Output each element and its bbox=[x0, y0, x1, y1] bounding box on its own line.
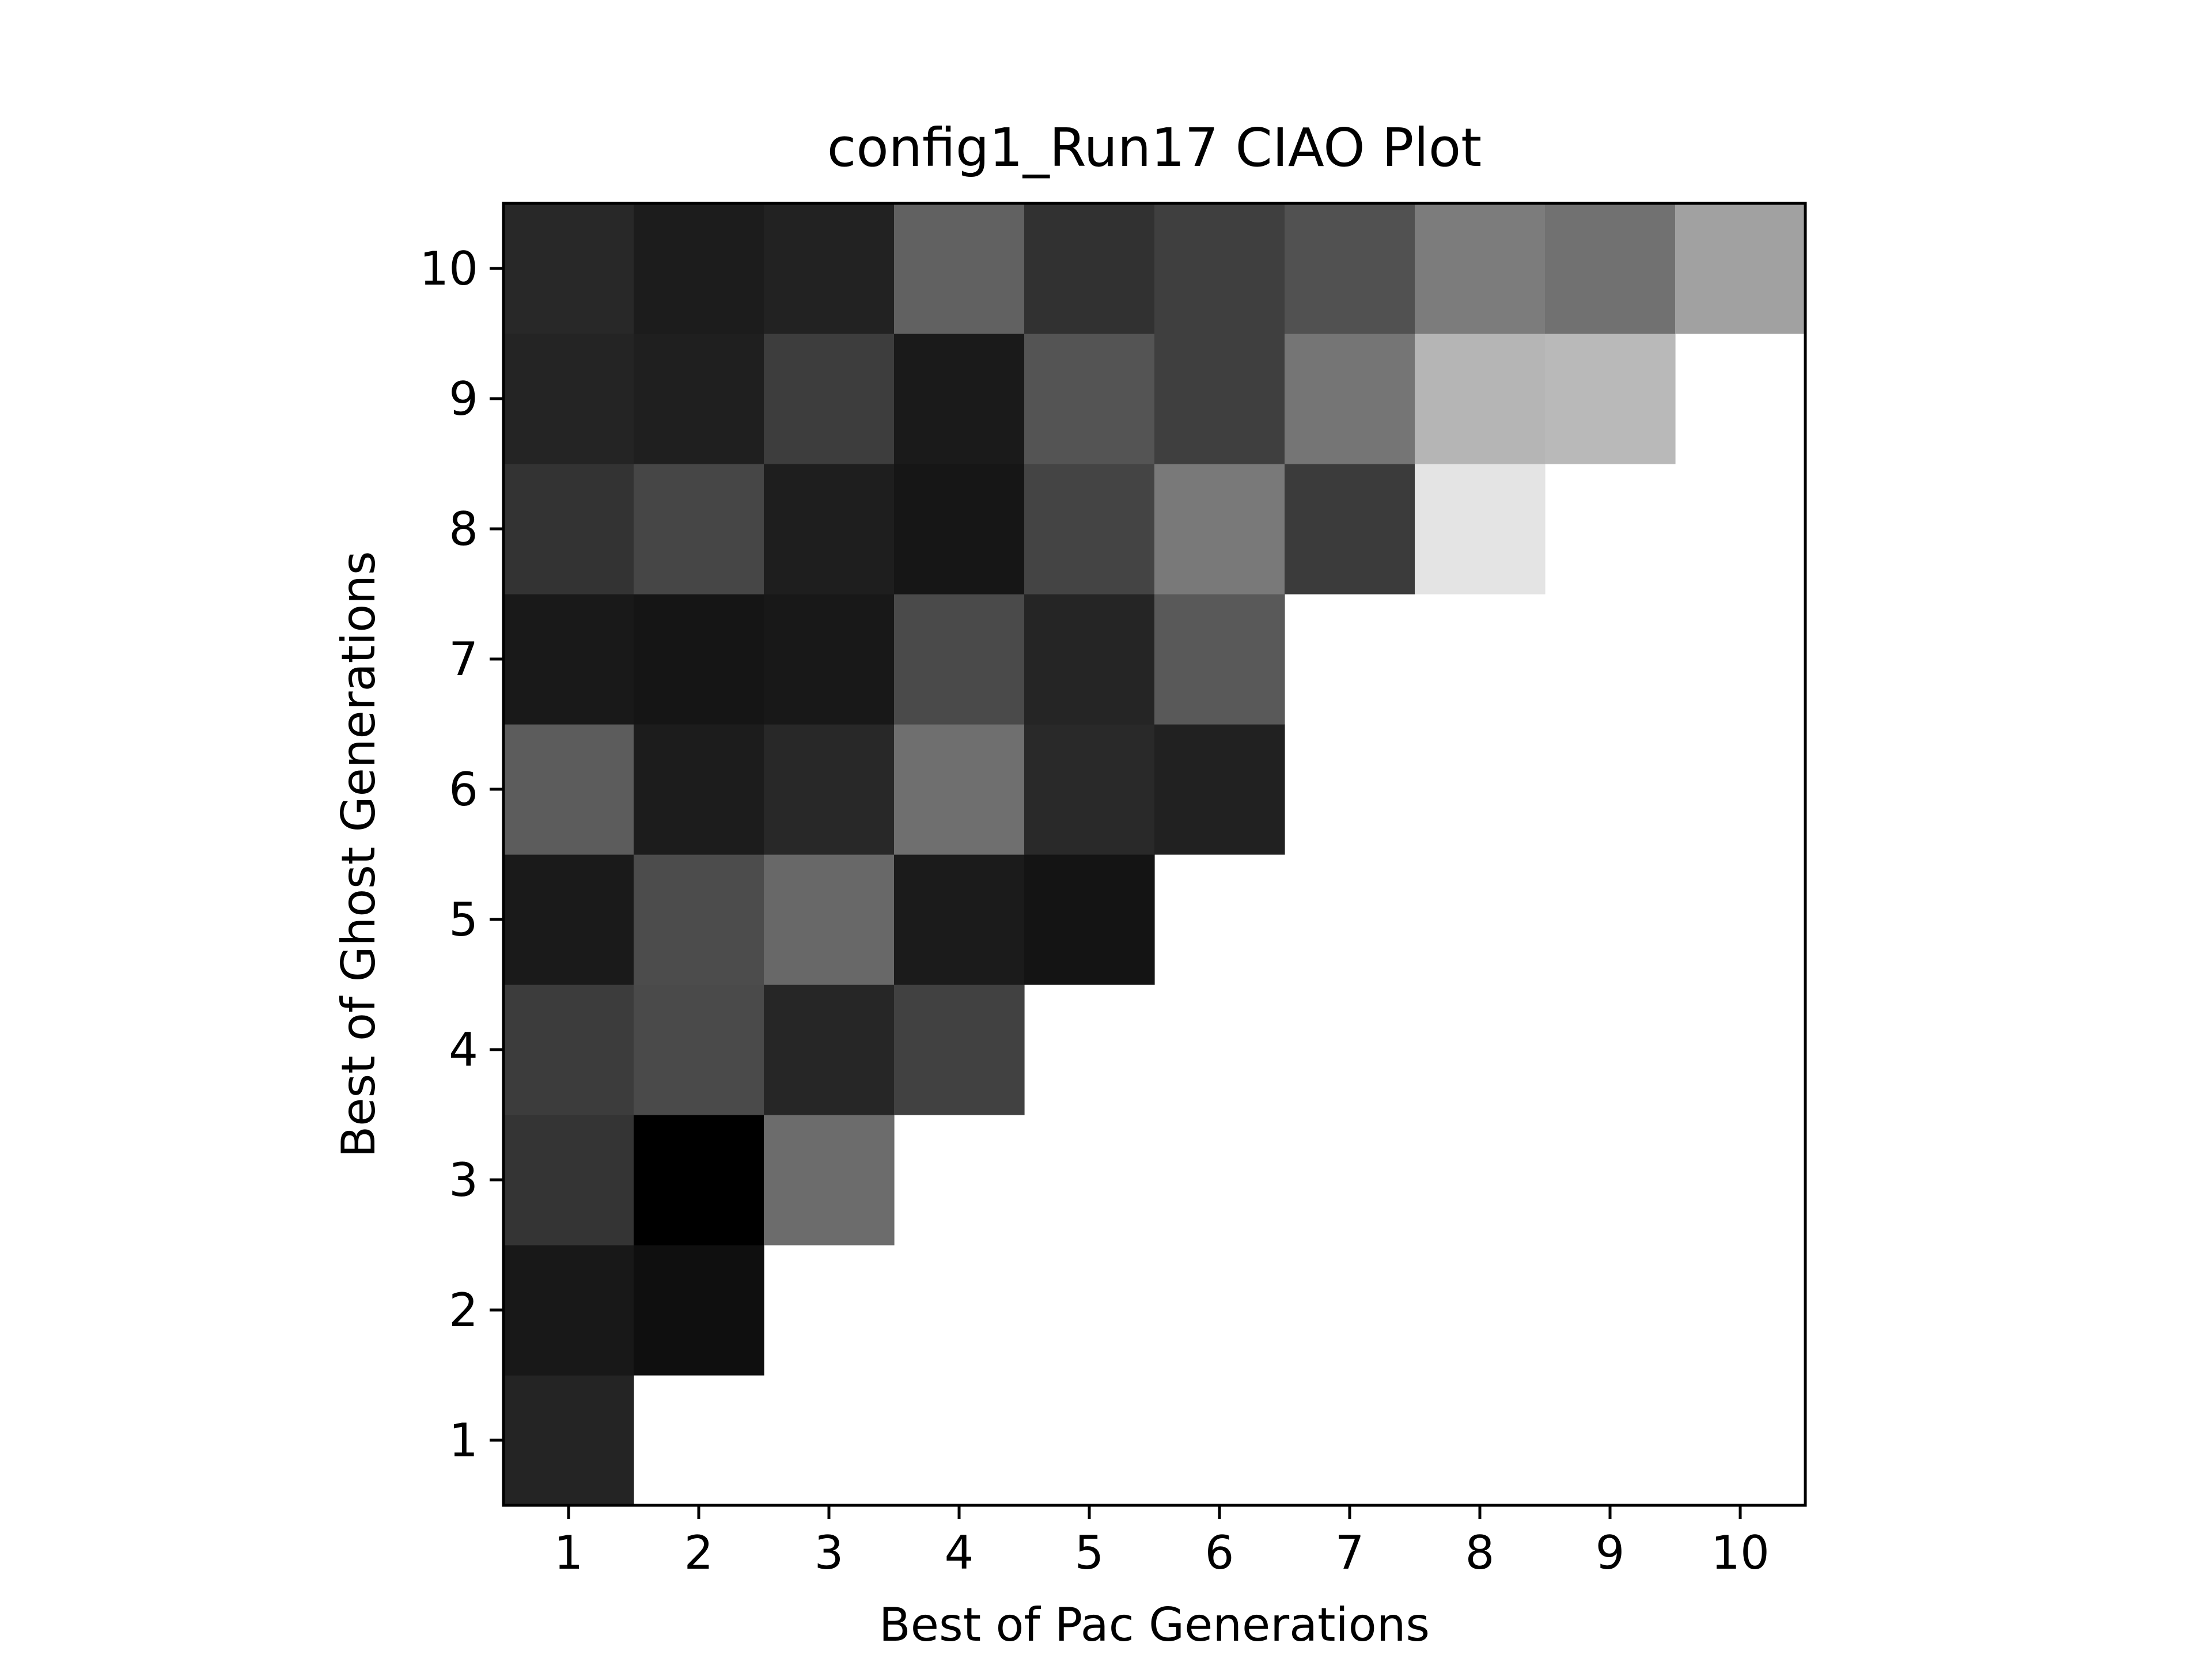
x-tick-label: 2 bbox=[684, 1526, 714, 1580]
heatmap-cell-x3-y7 bbox=[764, 594, 895, 725]
x-tick-label: 9 bbox=[1596, 1526, 1625, 1580]
heatmap-cell-x5-y10 bbox=[1024, 203, 1155, 334]
heatmap-cell-x6-y8 bbox=[1154, 464, 1285, 595]
heatmap-cell-x6-y10 bbox=[1154, 203, 1285, 334]
x-axis-label: Best of Pac Generations bbox=[879, 1598, 1430, 1652]
heatmap-cell-x1-y2 bbox=[503, 1245, 634, 1376]
heatmap-cell-x3-y5 bbox=[764, 854, 895, 985]
heatmap-cell-x4-y5 bbox=[894, 854, 1025, 985]
heatmap-cell-x2-y10 bbox=[634, 203, 764, 334]
x-tick-label: 7 bbox=[1335, 1526, 1365, 1580]
y-tick-label: 6 bbox=[449, 763, 478, 816]
y-axis-label: Best of Ghost Generations bbox=[332, 551, 385, 1157]
heatmap-cell-x1-y5 bbox=[503, 854, 634, 985]
heatmap-cell-x4-y6 bbox=[894, 724, 1025, 855]
x-tick-label: 1 bbox=[554, 1526, 584, 1580]
heatmap-cell-x5-y7 bbox=[1024, 594, 1155, 725]
heatmap-cell-x1-y9 bbox=[503, 334, 634, 464]
heatmap-cell-x7-y10 bbox=[1285, 203, 1415, 334]
x-tick-label: 3 bbox=[815, 1526, 844, 1580]
y-tick-label: 8 bbox=[449, 502, 478, 556]
heatmap-cell-x3-y10 bbox=[764, 203, 895, 334]
heatmap-cell-x8-y10 bbox=[1415, 203, 1546, 334]
heatmap-cells bbox=[503, 203, 1806, 1506]
heatmap-cell-x1-y1 bbox=[503, 1375, 634, 1506]
y-tick-label: 1 bbox=[449, 1414, 478, 1467]
heatmap-cell-x2-y8 bbox=[634, 464, 764, 595]
y-tick-label: 5 bbox=[449, 893, 478, 947]
heatmap-cell-x1-y6 bbox=[503, 724, 634, 855]
y-tick-label: 9 bbox=[449, 372, 478, 426]
heatmap-cell-x3-y3 bbox=[764, 1115, 895, 1245]
heatmap-cell-x3-y9 bbox=[764, 334, 895, 464]
heatmap-cell-x2-y4 bbox=[634, 985, 764, 1115]
heatmap-cell-x5-y9 bbox=[1024, 334, 1155, 464]
y-tick-label: 2 bbox=[449, 1284, 478, 1337]
y-tick-label: 3 bbox=[449, 1153, 478, 1207]
heatmap-cell-x6-y9 bbox=[1154, 334, 1285, 464]
heatmap-cell-x1-y10 bbox=[503, 203, 634, 334]
heatmap-cell-x4-y9 bbox=[894, 334, 1025, 464]
heatmap-cell-x2-y2 bbox=[634, 1245, 764, 1376]
heatmap-cell-x4-y10 bbox=[894, 203, 1025, 334]
heatmap-cell-x5-y6 bbox=[1024, 724, 1155, 855]
x-tick-label: 8 bbox=[1465, 1526, 1495, 1580]
heatmap-cell-x9-y10 bbox=[1545, 203, 1676, 334]
heatmap-cell-x7-y9 bbox=[1285, 334, 1415, 464]
heatmap-cell-x1-y4 bbox=[503, 985, 634, 1115]
heatmap-cell-x1-y8 bbox=[503, 464, 634, 595]
heatmap-cell-x2-y6 bbox=[634, 724, 764, 855]
heatmap-cell-x2-y3 bbox=[634, 1115, 764, 1245]
y-axis-ticks: 1 2 3 4 5 6 7 8 9 10 bbox=[419, 242, 503, 1467]
heatmap-cell-x6-y6 bbox=[1154, 724, 1285, 855]
heatmap-cell-x2-y5 bbox=[634, 854, 764, 985]
heatmap-cell-x6-y7 bbox=[1154, 594, 1285, 725]
x-tick-label: 6 bbox=[1205, 1526, 1234, 1580]
x-tick-label: 5 bbox=[1075, 1526, 1104, 1580]
heatmap-cell-x8-y8 bbox=[1415, 464, 1546, 595]
x-axis-ticks: 1 2 3 4 5 6 7 8 9 10 bbox=[554, 1505, 1770, 1580]
heatmap-cell-x1-y7 bbox=[503, 594, 634, 725]
heatmap-cell-x4-y4 bbox=[894, 985, 1025, 1115]
x-tick-label: 10 bbox=[1711, 1526, 1770, 1580]
heatmap-cell-x2-y7 bbox=[634, 594, 764, 725]
heatmap-cell-x4-y8 bbox=[894, 464, 1025, 595]
heatmap-cell-x8-y9 bbox=[1415, 334, 1546, 464]
heatmap-cell-x3-y4 bbox=[764, 985, 895, 1115]
y-tick-label: 7 bbox=[449, 633, 478, 686]
heatmap-cell-x3-y8 bbox=[764, 464, 895, 595]
plot-frame bbox=[502, 202, 1807, 1507]
heatmap-cell-x10-y10 bbox=[1675, 203, 1806, 334]
chart-title: config1_Run17 CIAO Plot bbox=[827, 117, 1482, 179]
heatmap-cell-x3-y6 bbox=[764, 724, 895, 855]
heatmap-cell-x4-y7 bbox=[894, 594, 1025, 725]
y-tick-label: 10 bbox=[419, 242, 478, 296]
x-tick-label: 4 bbox=[945, 1526, 974, 1580]
heatmap-cell-x2-y9 bbox=[634, 334, 764, 464]
heatmap-cell-x7-y8 bbox=[1285, 464, 1415, 595]
heatmap-cell-x5-y5 bbox=[1024, 854, 1155, 985]
heatmap-cell-x9-y9 bbox=[1545, 334, 1676, 464]
heatmap-cell-x5-y8 bbox=[1024, 464, 1155, 595]
y-tick-label: 4 bbox=[449, 1023, 478, 1077]
heatmap-cell-x1-y3 bbox=[503, 1115, 634, 1245]
